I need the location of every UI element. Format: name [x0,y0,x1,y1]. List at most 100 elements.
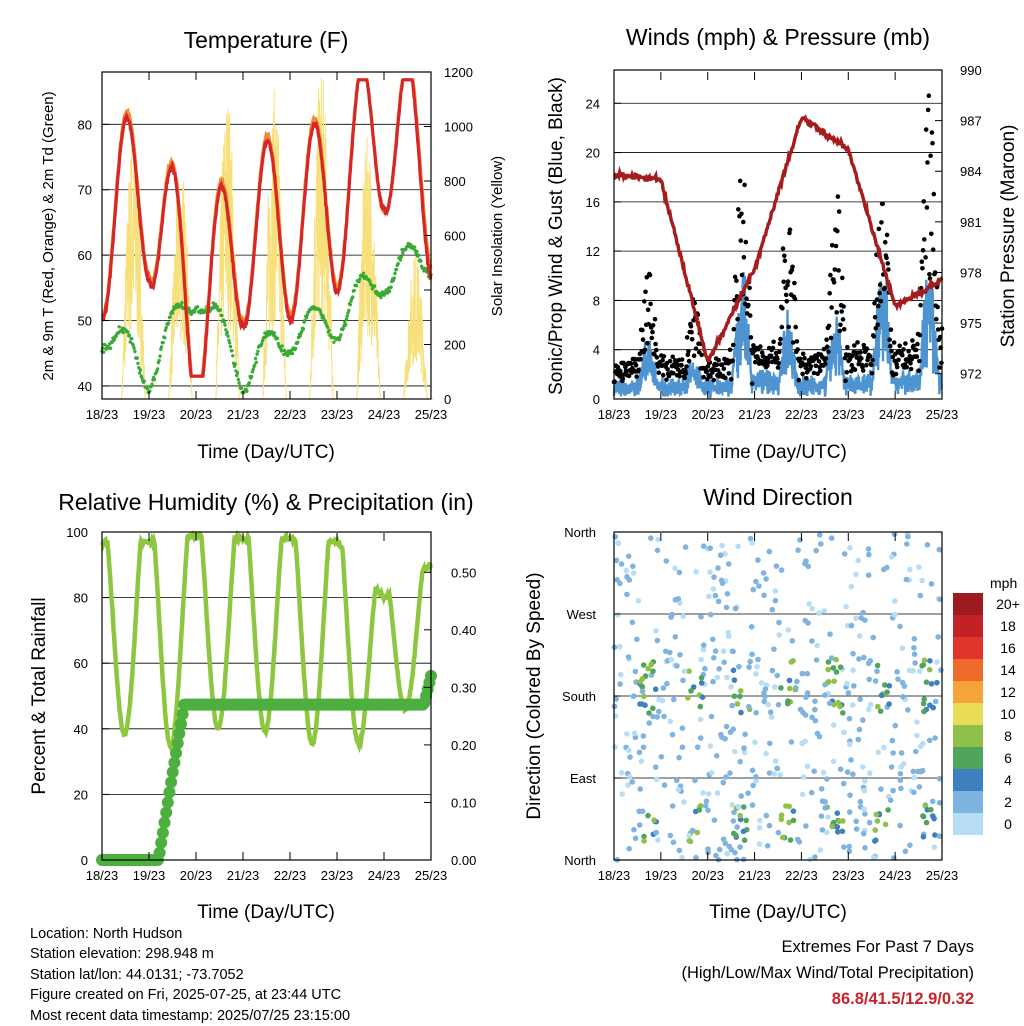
wind-direction-point [825,814,831,820]
wind-direction-point [769,714,775,720]
wind-direction-point [708,713,715,720]
wind-direction-point [772,588,779,594]
wind-direction-point [700,790,706,796]
wind-direction-point [917,592,924,599]
wind-gust-point [850,353,855,359]
temperature-x-axis-label: Time (Day/UTC) [197,442,335,463]
wind-direction-point [881,744,887,751]
wind-gust-point [775,356,780,362]
wind-direction-point [680,613,686,620]
wind-direction-point [690,827,696,834]
solar-insolation-series [102,77,434,400]
wind-direction-point [825,659,832,665]
wind-gust-point [859,356,864,361]
wind-gust-point [835,194,841,199]
wind-gust-point [753,359,758,365]
wind-gust-point [911,343,916,349]
wind-gust-point [640,327,645,333]
wind-gust-point [919,259,925,265]
wind-gust-point [910,338,915,343]
dewpoint-point [235,371,240,375]
wind-direction-point [809,638,815,644]
temperature-left-tick-label: 60 [78,248,92,263]
wind-direction-point [846,843,852,850]
wind-gust-point [626,373,632,379]
wind-direction-point [928,581,935,587]
dewpoint-point [389,285,393,289]
wind-direction-point [828,655,835,661]
wind-direction-point [934,679,940,686]
wind-gust-point [884,255,889,261]
dewpoint-point [223,323,227,327]
wind-direction-point [761,698,768,705]
wind-direction-point [930,704,936,711]
wind-gust-point [742,182,747,188]
wind-direction-point [797,706,804,713]
wind-direction-point [734,824,740,830]
wind-direction-point [818,541,824,547]
dewpoint-point [137,371,142,375]
colorbar-label: 2 [1004,794,1012,810]
temperature-right-tick-label: 800 [444,174,466,189]
wind-gust-point [828,335,834,341]
wind-direction-point [920,700,927,707]
wind-direction-point [830,758,837,765]
extremes-heading: Extremes For Past 7 Days [781,938,974,956]
wind-direction-point [632,734,639,741]
wind-direction-point [891,531,898,538]
wind-direction-point [697,735,704,741]
dewpoint-point [357,280,361,284]
wind-direction-point [897,777,904,783]
wind-direction-point [851,683,857,689]
wind-direction-point [640,662,647,668]
colorbar-label: 12 [1000,684,1016,700]
wind-gust-point [705,364,711,369]
wind-direction-point [799,670,806,677]
wind-direction-point [702,665,708,672]
wind-direction-point [705,807,711,814]
humidity-left-tick-label: 100 [66,525,88,540]
wind-direction-point [632,668,639,675]
wind-direction-point [840,710,846,716]
wind-direction-point [809,605,816,612]
wind-direction-point [907,566,913,573]
wind-direction-point [814,730,821,737]
temperature-left-tick-label: 50 [78,314,92,329]
wind-direction-point [664,680,670,687]
wind-direction-point [865,706,872,713]
humidity-x-tick-label: 21/23 [227,868,260,883]
wind-direction-point [821,608,828,614]
wind-direction-point [890,750,896,756]
extremes-legend: (High/Low/Max Wind/Total Precipitation) [681,964,974,982]
precipitation-point [163,786,176,799]
wind-gust-point [785,279,791,284]
wind-direction-point [670,839,677,846]
dewpoint-point [157,358,161,363]
wind-direction-point [924,542,931,548]
temperature-x-tick-label: 22/23 [274,407,307,422]
wind-gust-point [746,302,751,308]
wind-direction-point [787,837,794,843]
wind-direction-point [732,849,738,856]
wind-direction-point [660,685,667,691]
wind-direction-point [659,697,666,704]
wind-gust-point [796,377,802,383]
wind-direction-point [693,568,699,575]
wind-gust-point [924,205,930,210]
wind-direction-point [932,832,938,838]
wind-direction-point [822,805,828,811]
wind-direction-point [705,846,711,852]
dewpoint-point [339,333,343,337]
wind-direction-point [830,665,837,671]
precipitation-point [155,836,168,849]
wind-gust-point [908,360,913,366]
wind-gust-point [783,292,789,298]
wind-gust-point [834,310,839,315]
wind-gust-point [836,268,841,273]
wind-gust-point [824,344,830,350]
wind-direction-point [811,768,817,774]
wind-direction-point [717,552,724,558]
wind-direction-point [812,706,818,713]
humidity-right-tick-label: 0.30 [451,680,476,695]
wind-direction-point [637,701,643,707]
